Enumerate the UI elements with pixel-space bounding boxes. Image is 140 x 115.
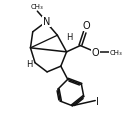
Text: H: H	[26, 59, 32, 68]
Text: O: O	[91, 47, 99, 57]
Text: N: N	[43, 17, 50, 27]
Text: H: H	[66, 33, 72, 42]
Text: CH₃: CH₃	[109, 49, 122, 55]
Text: CH₃: CH₃	[31, 4, 44, 10]
Text: O: O	[82, 21, 90, 31]
Text: I: I	[96, 96, 99, 106]
